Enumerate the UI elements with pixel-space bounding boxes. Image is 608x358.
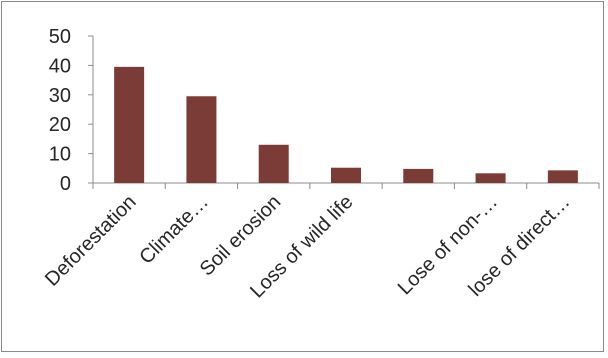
- y-tick-label: 30: [49, 85, 71, 107]
- bar: [114, 66, 145, 183]
- bar: [331, 167, 361, 183]
- bar: [475, 173, 506, 183]
- y-tick-label: 0: [60, 173, 71, 195]
- y-tick-label: 40: [49, 55, 71, 77]
- bar: [403, 168, 434, 183]
- chart-frame: 0 10 20 30 40 50 Deforestation Climate… Soil ero…: [1, 1, 604, 352]
- x-category-label: Climate…: [135, 191, 213, 269]
- y-tick-label: 10: [49, 144, 71, 166]
- x-category-label: Deforestation: [41, 191, 141, 291]
- bar: [547, 170, 578, 183]
- y-tick-label: 20: [49, 114, 71, 136]
- bar: [186, 96, 217, 183]
- bar: [258, 144, 289, 183]
- y-tick-label: 50: [49, 26, 71, 48]
